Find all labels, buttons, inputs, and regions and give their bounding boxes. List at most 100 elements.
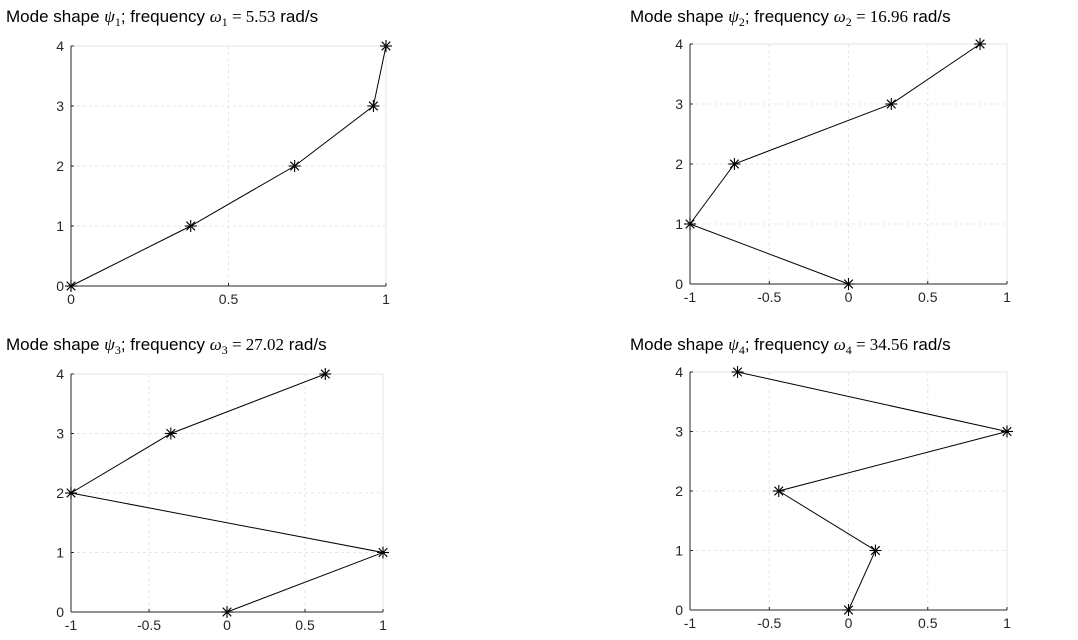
- y-tick-label: 3: [675, 96, 683, 112]
- title-mode: 4: [739, 343, 745, 357]
- data-point: [65, 487, 77, 499]
- title-freq_label: ; frequency: [121, 7, 210, 26]
- title-unit: rad/s: [908, 335, 951, 354]
- title-mode: 1: [222, 15, 228, 29]
- y-tick-label: 0: [56, 604, 64, 620]
- x-tick-label: -0.5: [757, 289, 781, 305]
- subplot-1: Mode shape ψ1; frequency ω1 = 5.53 rad/s…: [6, 7, 392, 307]
- marker-stroke: [320, 369, 330, 379]
- data-point: [377, 546, 389, 559]
- y-tick-label: 2: [675, 483, 683, 499]
- x-tick-label: -1: [684, 615, 697, 631]
- x-tick-label: 0.5: [219, 291, 239, 307]
- title-freq_label: ; frequency: [745, 335, 834, 354]
- x-tick-label: 0.5: [918, 289, 938, 305]
- y-tick-label: 1: [675, 543, 683, 559]
- y-tick-label: 3: [56, 426, 64, 442]
- title-psi: ψ: [728, 335, 739, 354]
- title-psi: ψ: [104, 7, 115, 26]
- title-mode: 3: [115, 343, 121, 357]
- title-unit: rad/s: [276, 7, 319, 26]
- title-value: 34.56: [870, 335, 908, 354]
- title-omega: ω: [834, 7, 846, 26]
- title-psi: ψ: [728, 7, 739, 26]
- y-tick-label: 2: [56, 158, 64, 174]
- data-point: [367, 100, 380, 112]
- data-point: [772, 485, 785, 497]
- y-tick-label: 4: [675, 364, 683, 380]
- title-label: Mode shape: [6, 7, 104, 26]
- title-mode: 2: [846, 15, 852, 29]
- title-omega: ω: [210, 335, 222, 354]
- x-tick-label: -1: [65, 617, 78, 633]
- x-tick-label: 1: [379, 617, 387, 633]
- x-tick-label: 1: [382, 291, 390, 307]
- marker-stroke: [66, 281, 76, 291]
- y-tick-label: 0: [56, 278, 64, 294]
- x-tick-label: -1: [684, 289, 697, 305]
- y-tick-label: 2: [675, 156, 683, 172]
- marker-stroke: [729, 159, 740, 169]
- marker-stroke: [975, 39, 985, 49]
- chart-title: Mode shape ψ2; frequency ω2 = 16.96 rad/…: [630, 7, 951, 29]
- title-mode: 3: [222, 343, 228, 357]
- title-value: 16.96: [870, 7, 908, 26]
- title-eq: =: [228, 335, 246, 354]
- data-point: [728, 158, 741, 170]
- marker-stroke: [378, 547, 388, 558]
- chart-title: Mode shape ψ3; frequency ω3 = 27.02 rad/…: [6, 335, 327, 357]
- y-tick-label: 3: [56, 98, 64, 114]
- y-tick-label: 1: [56, 545, 64, 561]
- data-point: [869, 544, 882, 557]
- data-point: [380, 40, 392, 52]
- x-tick-label: 1: [1003, 289, 1011, 305]
- x-tick-label: -0.5: [757, 615, 781, 631]
- x-tick-label: 1: [1003, 615, 1011, 631]
- data-point: [731, 366, 744, 378]
- x-tick-label: 0.5: [918, 615, 938, 631]
- marker-stroke: [289, 161, 300, 171]
- y-tick-label: 1: [56, 218, 64, 234]
- title-freq_label: ; frequency: [745, 7, 834, 26]
- data-point: [842, 278, 855, 290]
- marker-stroke: [66, 488, 76, 498]
- data-point: [65, 280, 77, 292]
- title-omega: ω: [210, 7, 222, 26]
- title-unit: rad/s: [284, 335, 327, 354]
- data-point: [319, 368, 332, 380]
- marker-stroke: [843, 605, 854, 615]
- marker-stroke: [222, 607, 232, 617]
- marker-stroke: [843, 279, 854, 289]
- data-point: [164, 427, 177, 440]
- title-freq_label: ; frequency: [121, 335, 210, 354]
- marker-stroke: [870, 545, 881, 556]
- y-tick-label: 0: [675, 602, 683, 618]
- data-point: [684, 218, 696, 230]
- data-point: [221, 606, 233, 618]
- data-point: [842, 604, 855, 616]
- y-tick-label: 4: [675, 36, 683, 52]
- x-tick-label: 0.5: [295, 617, 315, 633]
- y-tick-label: 3: [675, 424, 683, 440]
- marker-stroke: [368, 101, 379, 111]
- marker-stroke: [166, 428, 176, 439]
- subplot-4: Mode shape ψ4; frequency ω4 = 34.56 rad/…: [630, 335, 1013, 631]
- marker-stroke: [886, 99, 896, 109]
- chart-title: Mode shape ψ4; frequency ω4 = 34.56 rad/…: [630, 335, 951, 357]
- title-eq: =: [228, 7, 246, 26]
- title-label: Mode shape: [630, 7, 728, 26]
- marker-stroke: [685, 219, 695, 229]
- subplot-2: Mode shape ψ2; frequency ω2 = 16.96 rad/…: [630, 7, 1011, 305]
- title-mode: 4: [846, 343, 852, 357]
- marker-stroke: [381, 41, 391, 51]
- marker-stroke: [732, 367, 743, 377]
- title-omega: ω: [834, 335, 846, 354]
- y-tick-label: 0: [675, 276, 683, 292]
- title-unit: rad/s: [908, 7, 951, 26]
- marker-stroke: [1002, 426, 1012, 437]
- data-point: [288, 160, 301, 172]
- title-eq: =: [852, 335, 870, 354]
- title-mode: 2: [739, 15, 745, 29]
- chart-title: Mode shape ψ1; frequency ω1 = 5.53 rad/s: [6, 7, 318, 29]
